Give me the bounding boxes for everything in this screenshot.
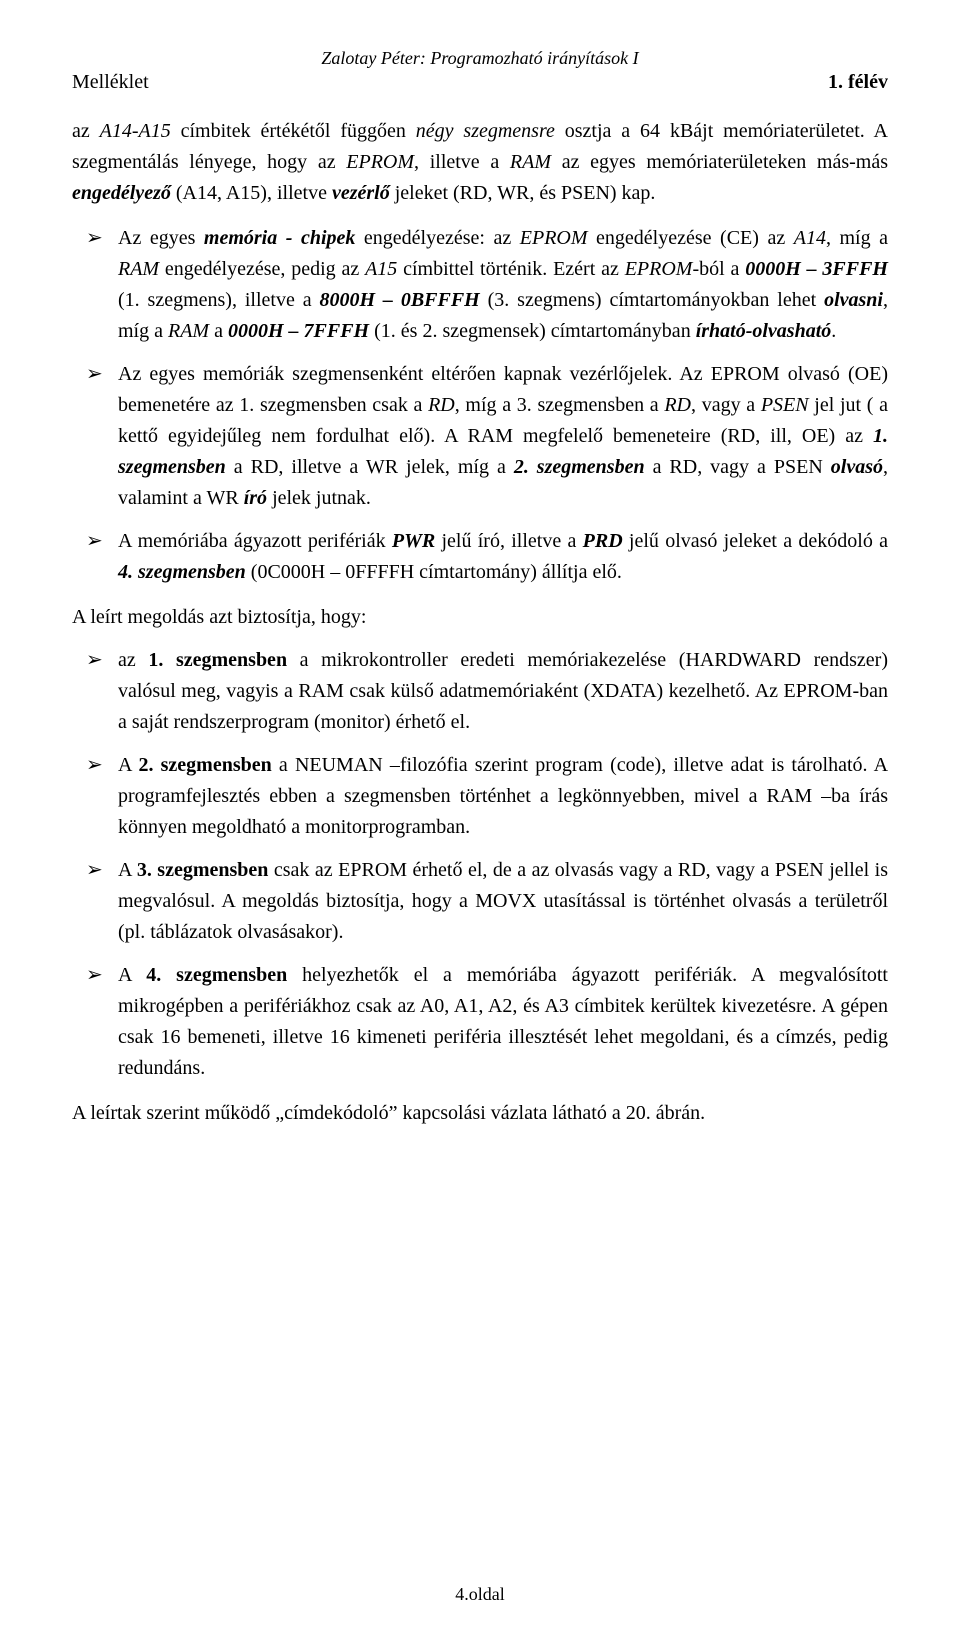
list-item: Az egyes memória - chipek engedélyezése:… bbox=[72, 223, 888, 347]
section-intro: A leírt megoldás azt biztosítja, hogy: bbox=[72, 602, 888, 633]
bullet-list-a: Az egyes memória - chipek engedélyezése:… bbox=[72, 223, 888, 588]
list-item: Az egyes memóriák szegmensenként eltérőe… bbox=[72, 359, 888, 514]
list-item: az 1. szegmensben a mikrokontroller ered… bbox=[72, 645, 888, 738]
list-item: A 4. szegmensben helyezhetők el a memóri… bbox=[72, 960, 888, 1084]
document-page: Zalotay Péter: Programozható irányítások… bbox=[0, 0, 960, 1641]
list-item: A 3. szegmensben csak az EPROM érhető el… bbox=[72, 855, 888, 948]
list-item: A memóriába ágyazott perifériák PWR jelű… bbox=[72, 526, 888, 588]
intro-paragraph: az A14-A15 címbitek értékétől függően né… bbox=[72, 116, 888, 209]
page-footer: 4.oldal bbox=[0, 1584, 960, 1605]
list-item: A 2. szegmensben a NEUMAN –filozófia sze… bbox=[72, 750, 888, 843]
bullet-list-b: az 1. szegmensben a mikrokontroller ered… bbox=[72, 645, 888, 1084]
header-left: Melléklet bbox=[72, 71, 149, 94]
header-title: Zalotay Péter: Programozható irányítások… bbox=[72, 48, 888, 69]
header-row: Melléklet 1. félév bbox=[72, 71, 888, 94]
header-right: 1. félév bbox=[828, 71, 888, 94]
closing-paragraph: A leírtak szerint működő „címdekódoló” k… bbox=[72, 1098, 888, 1129]
